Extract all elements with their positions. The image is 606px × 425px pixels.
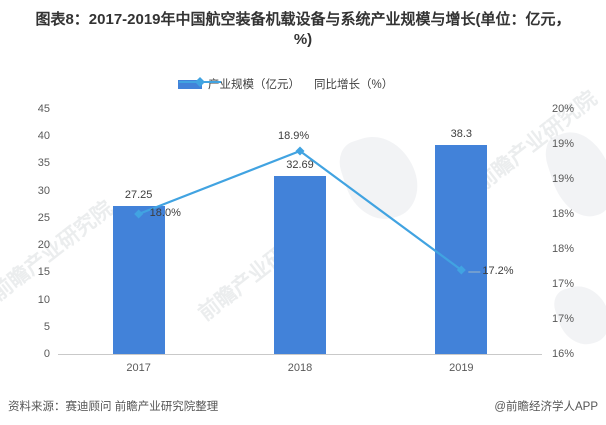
legend-item-line-series: 同比增长（%） (179, 76, 394, 92)
y-axis-left-tick-label: 35 (37, 157, 50, 170)
legend-label-line: 同比增长（%） (314, 79, 394, 91)
y-axis-right-tick-label: 17% (552, 278, 575, 290)
bar-value-label: 38.3 (450, 128, 473, 141)
y-axis-right-tick-label: 18% (552, 243, 575, 255)
y-axis-left-tick-label: 5 (43, 320, 50, 333)
line-point-label: 17.2% (482, 265, 514, 277)
plot-area (58, 109, 542, 355)
source-note: 资料来源：赛迪顾问 前瞻产业研究院整理 (8, 401, 219, 413)
bar-2019 (435, 145, 488, 354)
legend: 产业规模（亿元） 同比增长（%） (178, 76, 393, 92)
bar-2018 (274, 176, 326, 354)
y-axis-right-tick-label: 19% (552, 173, 575, 185)
y-axis-left-tick-label: 0 (43, 348, 50, 360)
y-axis-left-tick-label: 45 (37, 103, 50, 115)
y-axis-right-tick-label: 16% (552, 348, 575, 360)
y-axis-right-tick-label: 20% (552, 103, 575, 115)
y-axis-left-tick-label: 20 (37, 239, 50, 252)
bar-series-swatch-icon (178, 79, 202, 89)
chart-title: 图表8：2017-2019年中国航空装备机载设备与系统产业规模与增长(单位：亿元… (35, 11, 571, 49)
y-axis-right-tick-label: 17% (552, 313, 575, 325)
x-axis-tick-label: 2018 (287, 362, 313, 374)
y-axis-left-tick-label: 25 (37, 211, 50, 224)
y-axis-left-tick-label: 30 (37, 184, 50, 197)
x-axis-tick-label: 2019 (449, 362, 474, 374)
attribution: @前瞻经济学人APP (494, 401, 598, 413)
bar-2017 (112, 205, 165, 354)
bar-value-label: 32.69 (286, 159, 314, 172)
line-point-label: 18.9% (278, 130, 310, 142)
y-axis-right-tick-label: 18% (552, 208, 575, 220)
y-axis-right-tick-label: 19% (552, 138, 575, 150)
y-axis-left-tick-label: 40 (37, 130, 50, 143)
y-axis-left-tick-label: 10 (37, 293, 50, 306)
legend-label-bar: 产业规模（亿元） (208, 79, 300, 91)
y-axis-left-tick-label: 15 (37, 266, 50, 279)
line-point-label: 18.0% (149, 207, 181, 219)
bar-value-label: 27.25 (124, 188, 153, 201)
legend-item-bar-series: 产业规模（亿元） (178, 76, 300, 92)
x-axis-tick-label: 2017 (126, 362, 151, 374)
